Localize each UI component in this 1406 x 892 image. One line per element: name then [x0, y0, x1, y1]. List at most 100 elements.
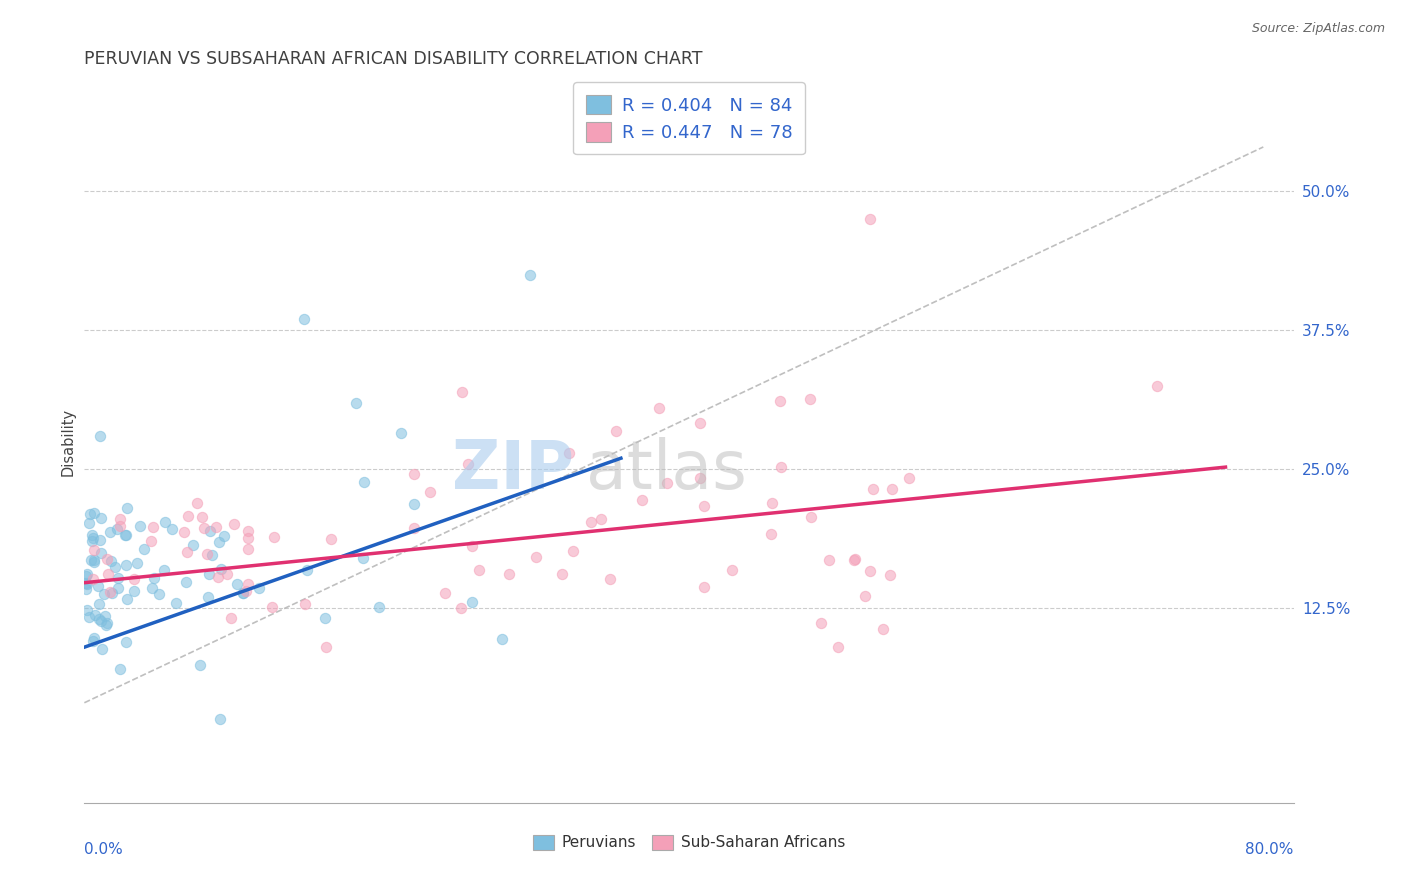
Point [222, 516, 245, 531]
Point [125, 557, 148, 571]
Point [207, 570, 229, 584]
Point [498, 567, 520, 582]
Point [800, 510, 823, 524]
Point [209, 713, 232, 727]
Point [197, 566, 219, 581]
Point [235, 583, 257, 598]
Point [862, 482, 884, 496]
Point [367, 599, 389, 614]
Point [77, 516, 100, 531]
Point [195, 547, 218, 561]
Point [181, 538, 204, 552]
Point [197, 591, 219, 605]
Point [769, 393, 792, 408]
Point [236, 531, 259, 545]
Point [853, 590, 876, 604]
Point [186, 496, 208, 510]
Point [104, 560, 127, 574]
Point [76, 567, 98, 582]
Point [562, 544, 585, 558]
Point [129, 519, 152, 533]
Point [236, 577, 259, 591]
Point [769, 460, 792, 475]
Point [76, 577, 98, 591]
Point [232, 585, 254, 599]
Point [579, 516, 602, 530]
Point [176, 575, 198, 590]
Point [260, 599, 283, 614]
Point [89, 429, 111, 443]
Point [519, 268, 541, 282]
Point [132, 542, 155, 557]
Point [83, 543, 105, 558]
Point [209, 562, 232, 576]
Point [77, 610, 100, 624]
Text: 80.0%: 80.0% [1246, 842, 1294, 856]
Y-axis label: Disability: Disability [60, 408, 76, 475]
Point [491, 632, 513, 647]
Point [212, 529, 235, 543]
Point [143, 571, 166, 585]
Point [550, 566, 572, 581]
Point [236, 541, 259, 556]
Point [94, 608, 117, 623]
Point [75, 568, 97, 582]
Point [142, 519, 165, 533]
Point [148, 587, 170, 601]
Point [82, 573, 104, 587]
Point [217, 567, 239, 582]
Point [295, 563, 318, 577]
Text: 0.0%: 0.0% [84, 842, 124, 856]
Point [655, 476, 678, 491]
Point [153, 563, 176, 577]
Point [557, 446, 579, 460]
Point [844, 552, 866, 566]
Point [117, 501, 139, 516]
Point [83, 555, 105, 569]
Point [897, 470, 920, 484]
Point [524, 550, 547, 565]
Point [75, 575, 97, 590]
Point [176, 544, 198, 558]
Point [90, 511, 112, 525]
Point [200, 548, 222, 562]
Point [139, 533, 162, 548]
Point [165, 596, 187, 610]
Point [96, 615, 118, 630]
Point [468, 563, 491, 577]
Point [294, 597, 316, 611]
Point [90, 614, 112, 628]
Point [689, 416, 711, 430]
Point [141, 581, 163, 595]
Point [238, 524, 260, 539]
Point [82, 531, 104, 545]
Point [114, 528, 136, 542]
Point [173, 525, 195, 540]
Point [693, 580, 716, 594]
Point [80, 534, 103, 549]
Point [80, 528, 103, 542]
Point [100, 554, 122, 568]
Point [84, 607, 107, 622]
Point [461, 539, 484, 553]
Point [827, 640, 849, 655]
Point [451, 384, 474, 399]
Point [188, 657, 211, 672]
Point [82, 634, 104, 648]
Point [98, 524, 121, 539]
Point [460, 595, 482, 609]
Point [346, 395, 368, 409]
Point [389, 425, 412, 440]
Point [353, 475, 375, 489]
Point [198, 524, 221, 539]
Point [96, 552, 118, 566]
Point [450, 600, 472, 615]
Point [434, 586, 457, 600]
Point [160, 522, 183, 536]
Point [404, 521, 426, 535]
Point [319, 532, 342, 546]
Point [108, 518, 131, 533]
Point [87, 612, 110, 626]
Point [859, 564, 882, 578]
Point [292, 312, 315, 326]
